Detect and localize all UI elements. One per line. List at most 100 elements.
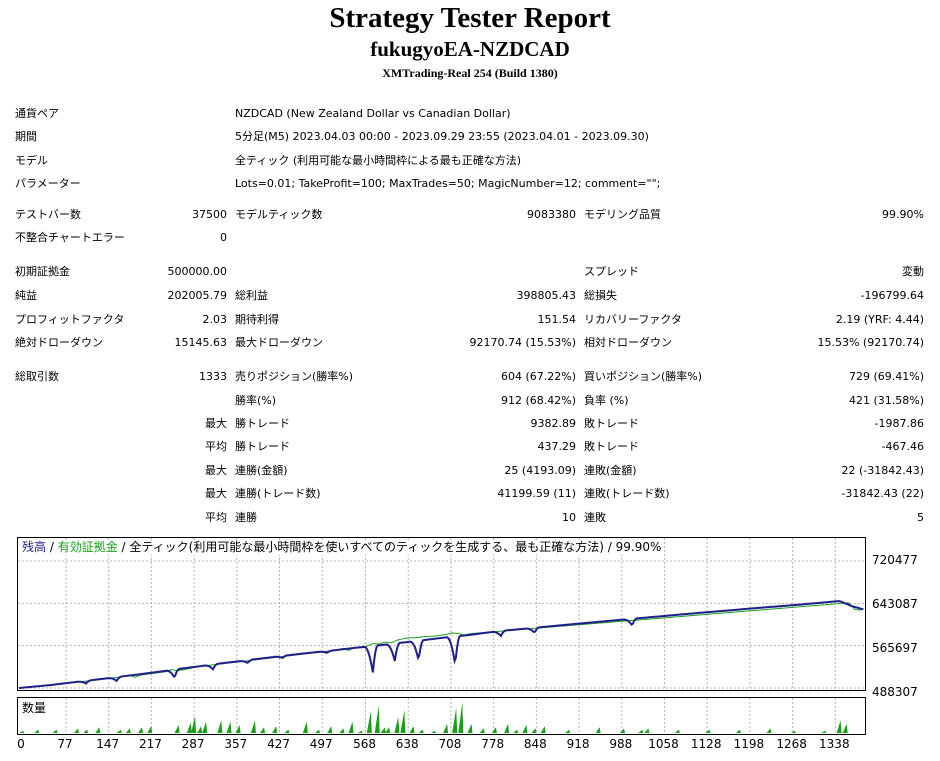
report-title: Strategy Tester Report xyxy=(329,2,611,34)
volume-bar xyxy=(186,722,192,733)
volume-bar xyxy=(540,726,546,733)
largest-loss-value: -1987.86 xyxy=(874,417,924,430)
volume-bar xyxy=(302,721,308,733)
max-cons-win-amt-label: 連勝(金額) xyxy=(235,464,288,477)
model-value: 全ティック (利用可能な最小時間枠による最も正確な方法) xyxy=(235,154,522,167)
avg-win-label: 勝トレード xyxy=(235,440,290,453)
volume-bar xyxy=(327,726,333,733)
avg-loss-value: -467.46 xyxy=(881,440,924,453)
model-label: モデル xyxy=(15,154,48,167)
max-cons-loss-amt-value: 22 (-31842.43) xyxy=(841,464,924,477)
avg-word-2: 平均 xyxy=(205,511,227,524)
params-label: パラメーター xyxy=(15,177,81,190)
largest-win-value: 9382.89 xyxy=(530,417,577,430)
volume-bar xyxy=(409,726,415,733)
volume-bar xyxy=(400,710,406,733)
volume-bar xyxy=(836,720,842,733)
max-word-2: 最大 xyxy=(205,464,227,477)
volume-bar xyxy=(735,729,741,733)
max-cons-loss-cnt-label: 連敗(トレード数) xyxy=(584,487,670,500)
legend-sep-2: / xyxy=(117,540,130,554)
gross-profit-label: 総利益 xyxy=(235,289,268,302)
avg-word-1: 平均 xyxy=(205,440,227,453)
max-word-1: 最大 xyxy=(205,417,227,430)
x-tick-label: 568 xyxy=(353,737,376,751)
period-label: 期間 xyxy=(15,130,37,143)
expected-label: 期待利得 xyxy=(235,313,279,326)
x-tick-label: 357 xyxy=(224,737,248,751)
gross-loss-value: -196799.64 xyxy=(860,289,924,302)
win-rate-value: 912 (68.42%) xyxy=(500,394,576,407)
volume-bar xyxy=(491,727,497,733)
avg-cons-win-label: 連勝 xyxy=(235,511,257,524)
recovery-label: リカバリーファクタ xyxy=(584,313,682,326)
x-tick-label: 778 xyxy=(481,737,505,751)
period-value: 5分足(M5) 2023.04.03 00:00 - 2023.09.29 23… xyxy=(235,130,649,143)
largest-win-label: 勝トレード xyxy=(235,417,290,430)
pf-label: プロフィットファクタ xyxy=(15,313,125,326)
volume-bar xyxy=(790,730,796,733)
volume-bar xyxy=(357,730,363,733)
x-tick-label: 918 xyxy=(566,737,590,751)
balance-chart-plot xyxy=(18,538,865,690)
volume-bar xyxy=(116,729,122,733)
avg-cons-win-value: 10 xyxy=(562,511,576,524)
chart-legend: 残高 / 有効証拠金 / 全ティック(利用可能な最小時間枠を使いすべてのティック… xyxy=(22,540,664,555)
total-trades-value: 1333 xyxy=(199,370,227,383)
rel-dd-value: 15.53% (92170.74) xyxy=(817,336,924,349)
legend-equity: 有効証拠金 xyxy=(57,540,118,554)
long-value: 729 (69.41%) xyxy=(848,370,924,383)
volume-bar xyxy=(674,729,680,733)
short-label: 売りポジション(勝率%) xyxy=(235,370,354,383)
volume-bar xyxy=(385,727,391,733)
pf-value: 2.03 xyxy=(202,313,228,326)
volume-bar xyxy=(147,726,153,733)
legend-description: 全ティック(利用可能な最小時間枠を使いすべてのティックを生成する、最も正確な方法… xyxy=(129,540,662,554)
quality-value: 99.90% xyxy=(882,208,924,221)
x-tick-label: 1198 xyxy=(733,737,765,751)
volume-bar xyxy=(217,720,223,733)
volume-bar xyxy=(766,728,772,733)
volume-bar xyxy=(348,721,354,733)
mismatch-value: 0 xyxy=(220,231,227,244)
volume-bar xyxy=(366,711,372,733)
volume-bar xyxy=(197,726,203,733)
volume-bar xyxy=(644,728,650,733)
volume-bar xyxy=(638,729,644,733)
volume-bar xyxy=(595,727,601,733)
volume-chart: 数量 xyxy=(17,697,866,735)
volume-chart-plot xyxy=(19,698,848,734)
volume-bar xyxy=(380,727,386,733)
largest-loss-label: 敗トレード xyxy=(584,417,639,430)
volume-bar xyxy=(95,727,101,733)
avg-cons-loss-value: 5 xyxy=(917,511,924,524)
max-cons-loss-amt-label: 連敗(金額) xyxy=(584,464,637,477)
avg-cons-loss-label: 連敗 xyxy=(584,511,606,524)
spread-label: スプレッド xyxy=(584,265,639,278)
report-subtitle: fukugyoEA-NZDCAD xyxy=(370,37,570,61)
expected-value: 151.54 xyxy=(537,313,577,326)
volume-bar xyxy=(394,717,400,733)
total-trades-label: 総取引数 xyxy=(15,370,59,383)
avg-win-value: 437.29 xyxy=(537,440,577,453)
volume-bar xyxy=(565,729,571,733)
x-tick-label: 1058 xyxy=(648,737,679,751)
volume-bar xyxy=(705,729,711,733)
rel-dd-label: 相対ドローダウン xyxy=(584,336,672,349)
abs-dd-label: 絶対ドローダウン xyxy=(15,336,103,349)
max-cons-win-cnt-value: 41199.59 (11) xyxy=(497,487,576,500)
max-cons-loss-cnt-value: -31842.43 (22) xyxy=(841,487,924,500)
max-cons-win-amt-value: 25 (4193.09) xyxy=(504,464,576,477)
volume-bar xyxy=(522,725,528,733)
volume-bar xyxy=(430,730,436,733)
volume-bar xyxy=(821,730,827,733)
deposit-value: 500000.00 xyxy=(167,265,228,278)
volume-bar xyxy=(315,729,320,733)
volume-bar xyxy=(260,727,265,733)
volume-bar xyxy=(34,729,40,733)
recovery-value: 2.19 (YRF: 4.44) xyxy=(835,313,924,326)
volume-bar xyxy=(174,725,180,733)
volume-bar xyxy=(418,729,424,733)
volume-bar xyxy=(272,726,278,733)
legend-balance: 残高 xyxy=(22,540,47,554)
